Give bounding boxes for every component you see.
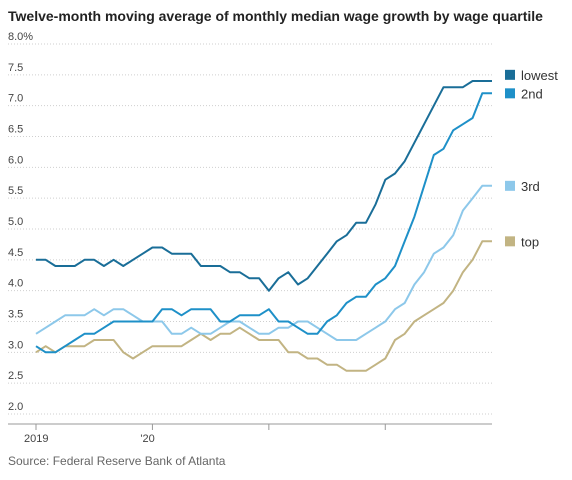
series-line-lowest bbox=[36, 80, 492, 292]
y-tick-label: 7.0 bbox=[8, 93, 23, 105]
y-tick-label: 4.0 bbox=[8, 278, 23, 290]
y-tick-label: 7.5 bbox=[8, 62, 23, 74]
y-tick-label: 5.5 bbox=[8, 185, 23, 197]
x-tick-label: '20 bbox=[140, 433, 154, 445]
legend-swatch-top bbox=[505, 236, 515, 247]
legend-swatch-lowest bbox=[505, 69, 515, 80]
legend-swatch-3rd bbox=[505, 180, 515, 191]
x-tick-label: 2019 bbox=[24, 433, 48, 445]
y-tick-label: 4.5 bbox=[8, 247, 23, 259]
series-line-top bbox=[35, 240, 492, 372]
source-note: Source: Federal Reserve Bank of Atlanta bbox=[8, 454, 226, 468]
legend-label-lowest: lowest bbox=[521, 68, 558, 83]
y-tick-label: 6.0 bbox=[8, 154, 23, 166]
legend-label-2nd: 2nd bbox=[521, 86, 543, 101]
legend-swatch-2nd bbox=[505, 88, 515, 99]
series-line-2nd bbox=[35, 92, 492, 354]
y-tick-label: 5.0 bbox=[8, 216, 23, 228]
y-tick-label: 3.5 bbox=[8, 309, 23, 321]
legend-label-3rd: 3rd bbox=[521, 179, 540, 194]
y-tick-label: 8.0% bbox=[8, 31, 33, 43]
legend-label-top: top bbox=[521, 234, 539, 249]
y-tick-label: 2.5 bbox=[8, 370, 23, 382]
y-tick-label: 3.0 bbox=[8, 339, 23, 351]
series-line-3rd bbox=[35, 184, 492, 341]
y-tick-label: 2.0 bbox=[8, 401, 23, 413]
y-tick-label: 6.5 bbox=[8, 124, 23, 136]
chart-title: Twelve-month moving average of monthly m… bbox=[8, 8, 543, 24]
